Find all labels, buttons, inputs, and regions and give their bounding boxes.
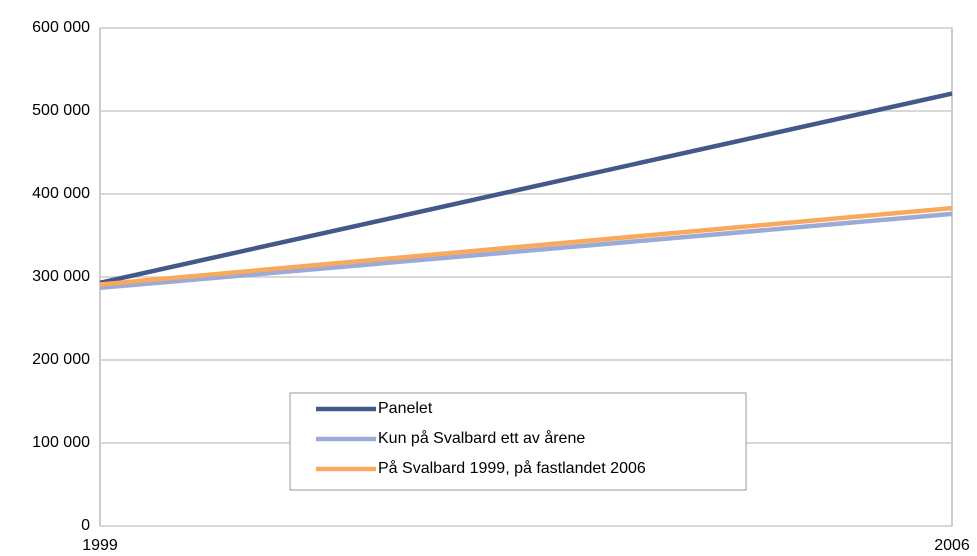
- y-tick-label: 100 000: [32, 434, 90, 451]
- legend-label: Panelet: [378, 400, 433, 417]
- legend-label: På Svalbard 1999, på fastlandet 2006: [378, 459, 646, 477]
- x-tick-label: 2006: [934, 537, 970, 554]
- legend-label: Kun på Svalbard ett av årene: [378, 429, 585, 447]
- y-tick-label: 200 000: [32, 351, 90, 368]
- series-line: [99, 205, 953, 287]
- series-line: [99, 91, 953, 286]
- series-line: [99, 211, 953, 291]
- y-tick-label: 400 000: [32, 185, 90, 202]
- y-tick-label: 500 000: [32, 102, 90, 119]
- x-tick-label: 1999: [82, 537, 118, 554]
- y-tick-label: 0: [81, 517, 90, 534]
- y-tick-label: 300 000: [32, 268, 90, 285]
- y-tick-label: 600 000: [32, 19, 90, 36]
